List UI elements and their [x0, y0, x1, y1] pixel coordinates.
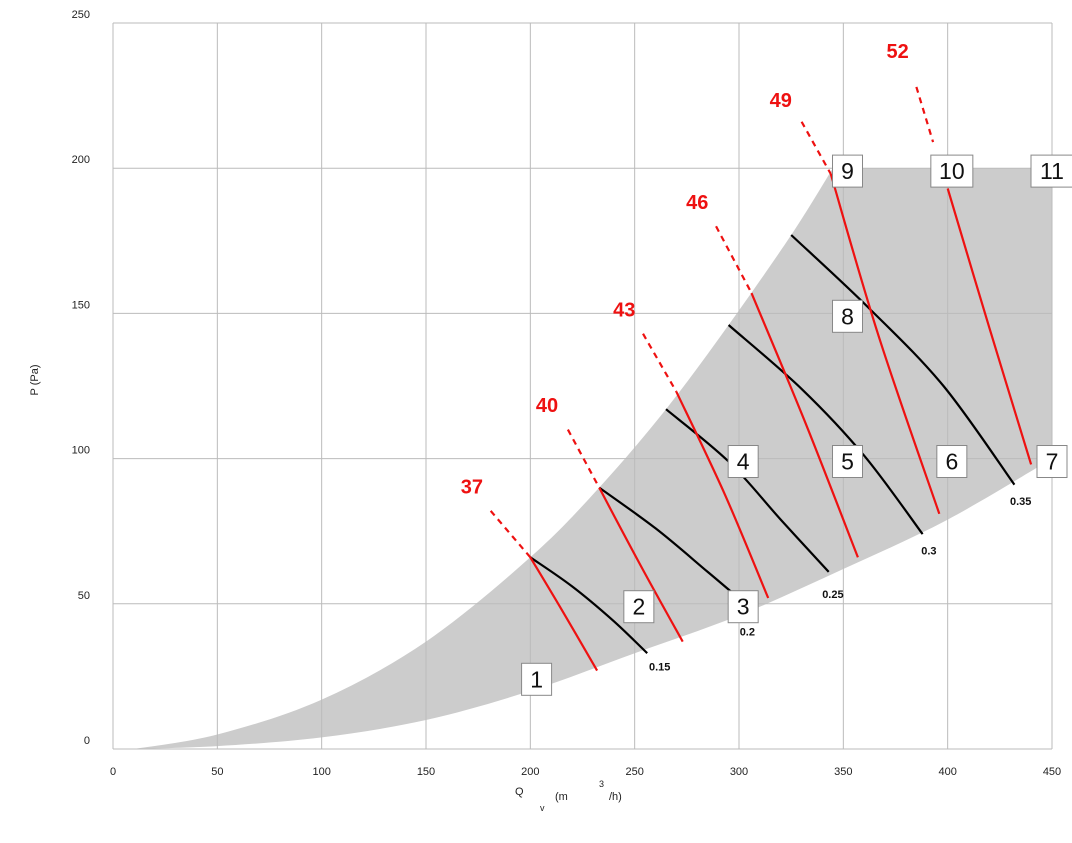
- operating-point-5: 5: [832, 445, 864, 479]
- x-tick-label: 300: [730, 766, 748, 778]
- operating-point-box: [1036, 445, 1068, 479]
- sound-leader-line: [800, 121, 832, 175]
- speed-label: 0.2: [740, 627, 755, 639]
- sound-curve-46: [750, 292, 859, 558]
- y-axis-label: P (Pa): [29, 365, 41, 396]
- y-tick-label: 200: [72, 154, 90, 166]
- operating-point-label: 6: [945, 449, 958, 475]
- operating-point-3: 3: [727, 590, 759, 624]
- speed-curves: [529, 234, 1016, 654]
- operating-point-10: 10: [930, 154, 974, 188]
- operating-point-7: 7: [1036, 445, 1068, 479]
- operating-point-box: [521, 662, 553, 696]
- sound-level-label: 49: [770, 90, 792, 112]
- operating-point-4: 4: [727, 445, 759, 479]
- y-tick-label: 0: [84, 735, 90, 747]
- x-axis-label-unit: (m: [555, 791, 568, 803]
- sound-curve-52: [946, 188, 1033, 465]
- operating-point-6: 6: [936, 445, 968, 479]
- sound-curve-37: [529, 556, 599, 672]
- sound-leader-line: [642, 333, 678, 393]
- operating-point-box: [832, 154, 864, 188]
- x-axis-label-superscript: 3: [599, 779, 604, 789]
- sound-leader-line: [915, 86, 935, 143]
- x-tick-label: 350: [834, 766, 852, 778]
- speed-curve-0.3: [727, 324, 924, 535]
- x-tick-label: 400: [938, 766, 956, 778]
- sound-level-label: 43: [613, 299, 635, 321]
- speed-curve-0.2: [598, 486, 747, 605]
- operating-point-11: 11: [1030, 154, 1072, 188]
- operating-point-box: [930, 154, 974, 188]
- operating-point-label: 3: [737, 594, 750, 620]
- tick-labels: 0 50 100 150 200 250 300 350 400 450 0 50 100 150 200 2…: [72, 9, 1062, 778]
- operating-point-label: 9: [841, 158, 854, 184]
- sound-leader-line: [715, 225, 753, 294]
- x-tick-label: 150: [417, 766, 435, 778]
- speed-curve-0.35: [790, 234, 1016, 486]
- operating-point-label: 7: [1046, 449, 1059, 475]
- speed-label: 0.25: [822, 589, 843, 601]
- sound-level-label: 52: [886, 41, 908, 63]
- operating-point-box: [832, 445, 864, 479]
- x-tick-label: 250: [625, 766, 643, 778]
- x-tick-label: 100: [312, 766, 330, 778]
- sound-curve-43: [675, 391, 770, 599]
- grid: [112, 22, 1053, 750]
- speed-label: 0.35: [1010, 496, 1031, 508]
- operating-point-box: [727, 445, 759, 479]
- speed-curve-0.25: [665, 408, 830, 573]
- operating-point-9: 9: [832, 154, 864, 188]
- y-tick-label: 100: [72, 445, 90, 457]
- operating-point-1: 1: [521, 662, 553, 696]
- operating-point-8: 8: [832, 299, 864, 333]
- operating-point-box: [936, 445, 968, 479]
- x-axis-label: Q v (m 3 /h): [515, 779, 622, 813]
- speed-label: 0.3: [921, 545, 936, 557]
- operating-point-label: 11: [1040, 158, 1064, 184]
- operating-point-label: 4: [737, 449, 750, 475]
- operating-point-label: 5: [841, 449, 854, 475]
- sound-level-label: 37: [461, 476, 483, 498]
- y-tick-label: 250: [72, 9, 90, 21]
- speed-curve-0.15: [529, 556, 648, 654]
- sound-leader-line: [489, 510, 532, 559]
- x-axis-label-unit-end: /h): [609, 791, 622, 803]
- operating-point-label: 1: [530, 666, 543, 692]
- operating-point-box: [727, 590, 759, 624]
- sound-level-label: 46: [686, 192, 708, 214]
- operating-point-box: [832, 299, 864, 333]
- x-tick-label: 450: [1043, 766, 1061, 778]
- operating-point-label: 10: [939, 158, 965, 184]
- operating-point-2: 2: [623, 590, 655, 624]
- x-tick-label: 200: [521, 766, 539, 778]
- operating-point-box: [1030, 154, 1072, 188]
- sound-curves: [489, 86, 1033, 672]
- operating-point-label: 8: [841, 303, 854, 329]
- y-tick-label: 150: [72, 299, 90, 311]
- sound-curve-49: [829, 173, 941, 515]
- operating-point-label: 2: [632, 594, 645, 620]
- sound-level-label: 40: [536, 395, 558, 417]
- x-tick-label: 50: [211, 766, 223, 778]
- x-tick-label: 0: [110, 766, 116, 778]
- x-axis-label-base: Q: [515, 786, 524, 798]
- annotations: 37 40 43 46 49 52 1 2 3 4 5 6 7 8 9 10 11 0.15 0.2 0.25 0.3 0…: [461, 41, 1072, 696]
- y-tick-label: 50: [78, 590, 90, 602]
- speed-label: 0.15: [649, 662, 670, 674]
- operating-point-box: [623, 590, 655, 624]
- sound-curve-40: [598, 487, 684, 643]
- x-axis-label-subscript: v: [540, 803, 545, 813]
